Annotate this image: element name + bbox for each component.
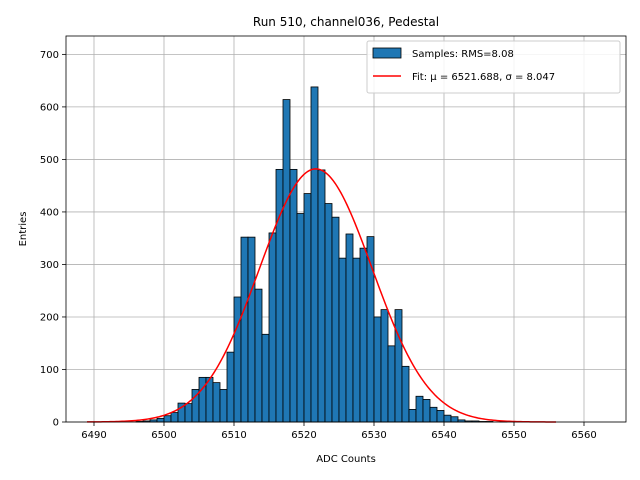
histogram-bar: [240, 236, 249, 423]
histogram-bar: [331, 216, 340, 423]
histogram-bar: [303, 193, 312, 423]
histogram-bar: [387, 345, 396, 423]
histogram-bar: [254, 288, 263, 423]
y-tick-label: 500: [40, 155, 59, 166]
histogram-bar: [212, 382, 221, 423]
y-axis-label: Entries: [18, 212, 29, 247]
x-tick-label: 6510: [221, 430, 246, 441]
histogram-bar: [408, 408, 417, 423]
legend-swatch-samples: [372, 47, 402, 59]
histogram-bar: [296, 213, 305, 423]
histogram-bar: [226, 351, 235, 423]
x-tick-label: 6520: [291, 430, 316, 441]
histogram-bar: [394, 309, 403, 423]
histogram-bar: [415, 395, 424, 423]
histogram-bar: [163, 415, 172, 423]
histogram-bar: [359, 247, 368, 423]
histogram-bar: [282, 99, 291, 423]
plot-frame: [65, 35, 627, 423]
y-tick-label: 200: [40, 312, 59, 323]
histogram-bar: [156, 417, 165, 423]
histogram-bar: [380, 309, 389, 423]
y-axis-ticks: 0 100 200 300 400 500 600 700: [40, 50, 66, 429]
histogram-bar: [247, 236, 256, 423]
histogram-bar: [205, 376, 214, 423]
histogram-bar: [352, 257, 361, 423]
y-tick-label: 0: [53, 418, 59, 429]
y-tick-label: 100: [40, 365, 59, 376]
histogram-bar: [184, 403, 193, 423]
y-tick-label: 300: [40, 260, 59, 271]
histogram-bar: [268, 232, 277, 423]
x-tick-label: 6530: [361, 430, 386, 441]
x-tick-label: 6500: [151, 430, 176, 441]
gaussian-fit-curve: [86, 168, 556, 423]
histogram-bar: [317, 169, 326, 423]
histogram-bar: [450, 416, 459, 423]
legend: Samples: RMS=8.08 Fit: μ = 6521.688, σ =…: [366, 40, 621, 94]
legend-box: [366, 40, 621, 94]
histogram-bar: [233, 296, 242, 423]
histogram-bar: [324, 203, 333, 423]
histogram-bar: [261, 333, 270, 423]
x-tick-label: 6490: [81, 430, 106, 441]
histogram-bar: [401, 365, 410, 423]
histogram-bar: [422, 399, 431, 423]
y-tick-label: 600: [40, 102, 59, 113]
histogram-bar: [275, 168, 284, 423]
x-tick-label: 6550: [501, 430, 526, 441]
y-tick-label: 400: [40, 207, 59, 218]
histogram-bar: [338, 257, 347, 423]
legend-label-samples: Samples: RMS=8.08: [412, 49, 514, 60]
histogram-bar: [436, 410, 445, 423]
histogram-bars: [135, 86, 508, 423]
legend-label-fit: Fit: μ = 6521.688, σ = 8.047: [412, 72, 555, 83]
x-tick-label: 6540: [431, 430, 456, 441]
histogram-bar: [289, 168, 298, 423]
histogram-bar: [443, 414, 452, 423]
histogram-bar: [219, 389, 228, 423]
histogram-bar: [345, 233, 354, 423]
y-tick-label: 700: [40, 50, 59, 61]
x-axis-ticks: 6490 6500 6510 6520 6530 6540 6550 6560: [81, 422, 597, 441]
histogram-bar: [373, 316, 382, 423]
chart-title: Run 510, channel036, Pedestal: [253, 15, 439, 29]
x-tick-label: 6560: [571, 430, 596, 441]
histogram-bar: [170, 412, 179, 423]
histogram-bar: [198, 376, 207, 423]
histogram-bar: [429, 406, 438, 423]
x-axis-label: ADC Counts: [316, 454, 376, 465]
histogram-bar: [310, 86, 319, 423]
